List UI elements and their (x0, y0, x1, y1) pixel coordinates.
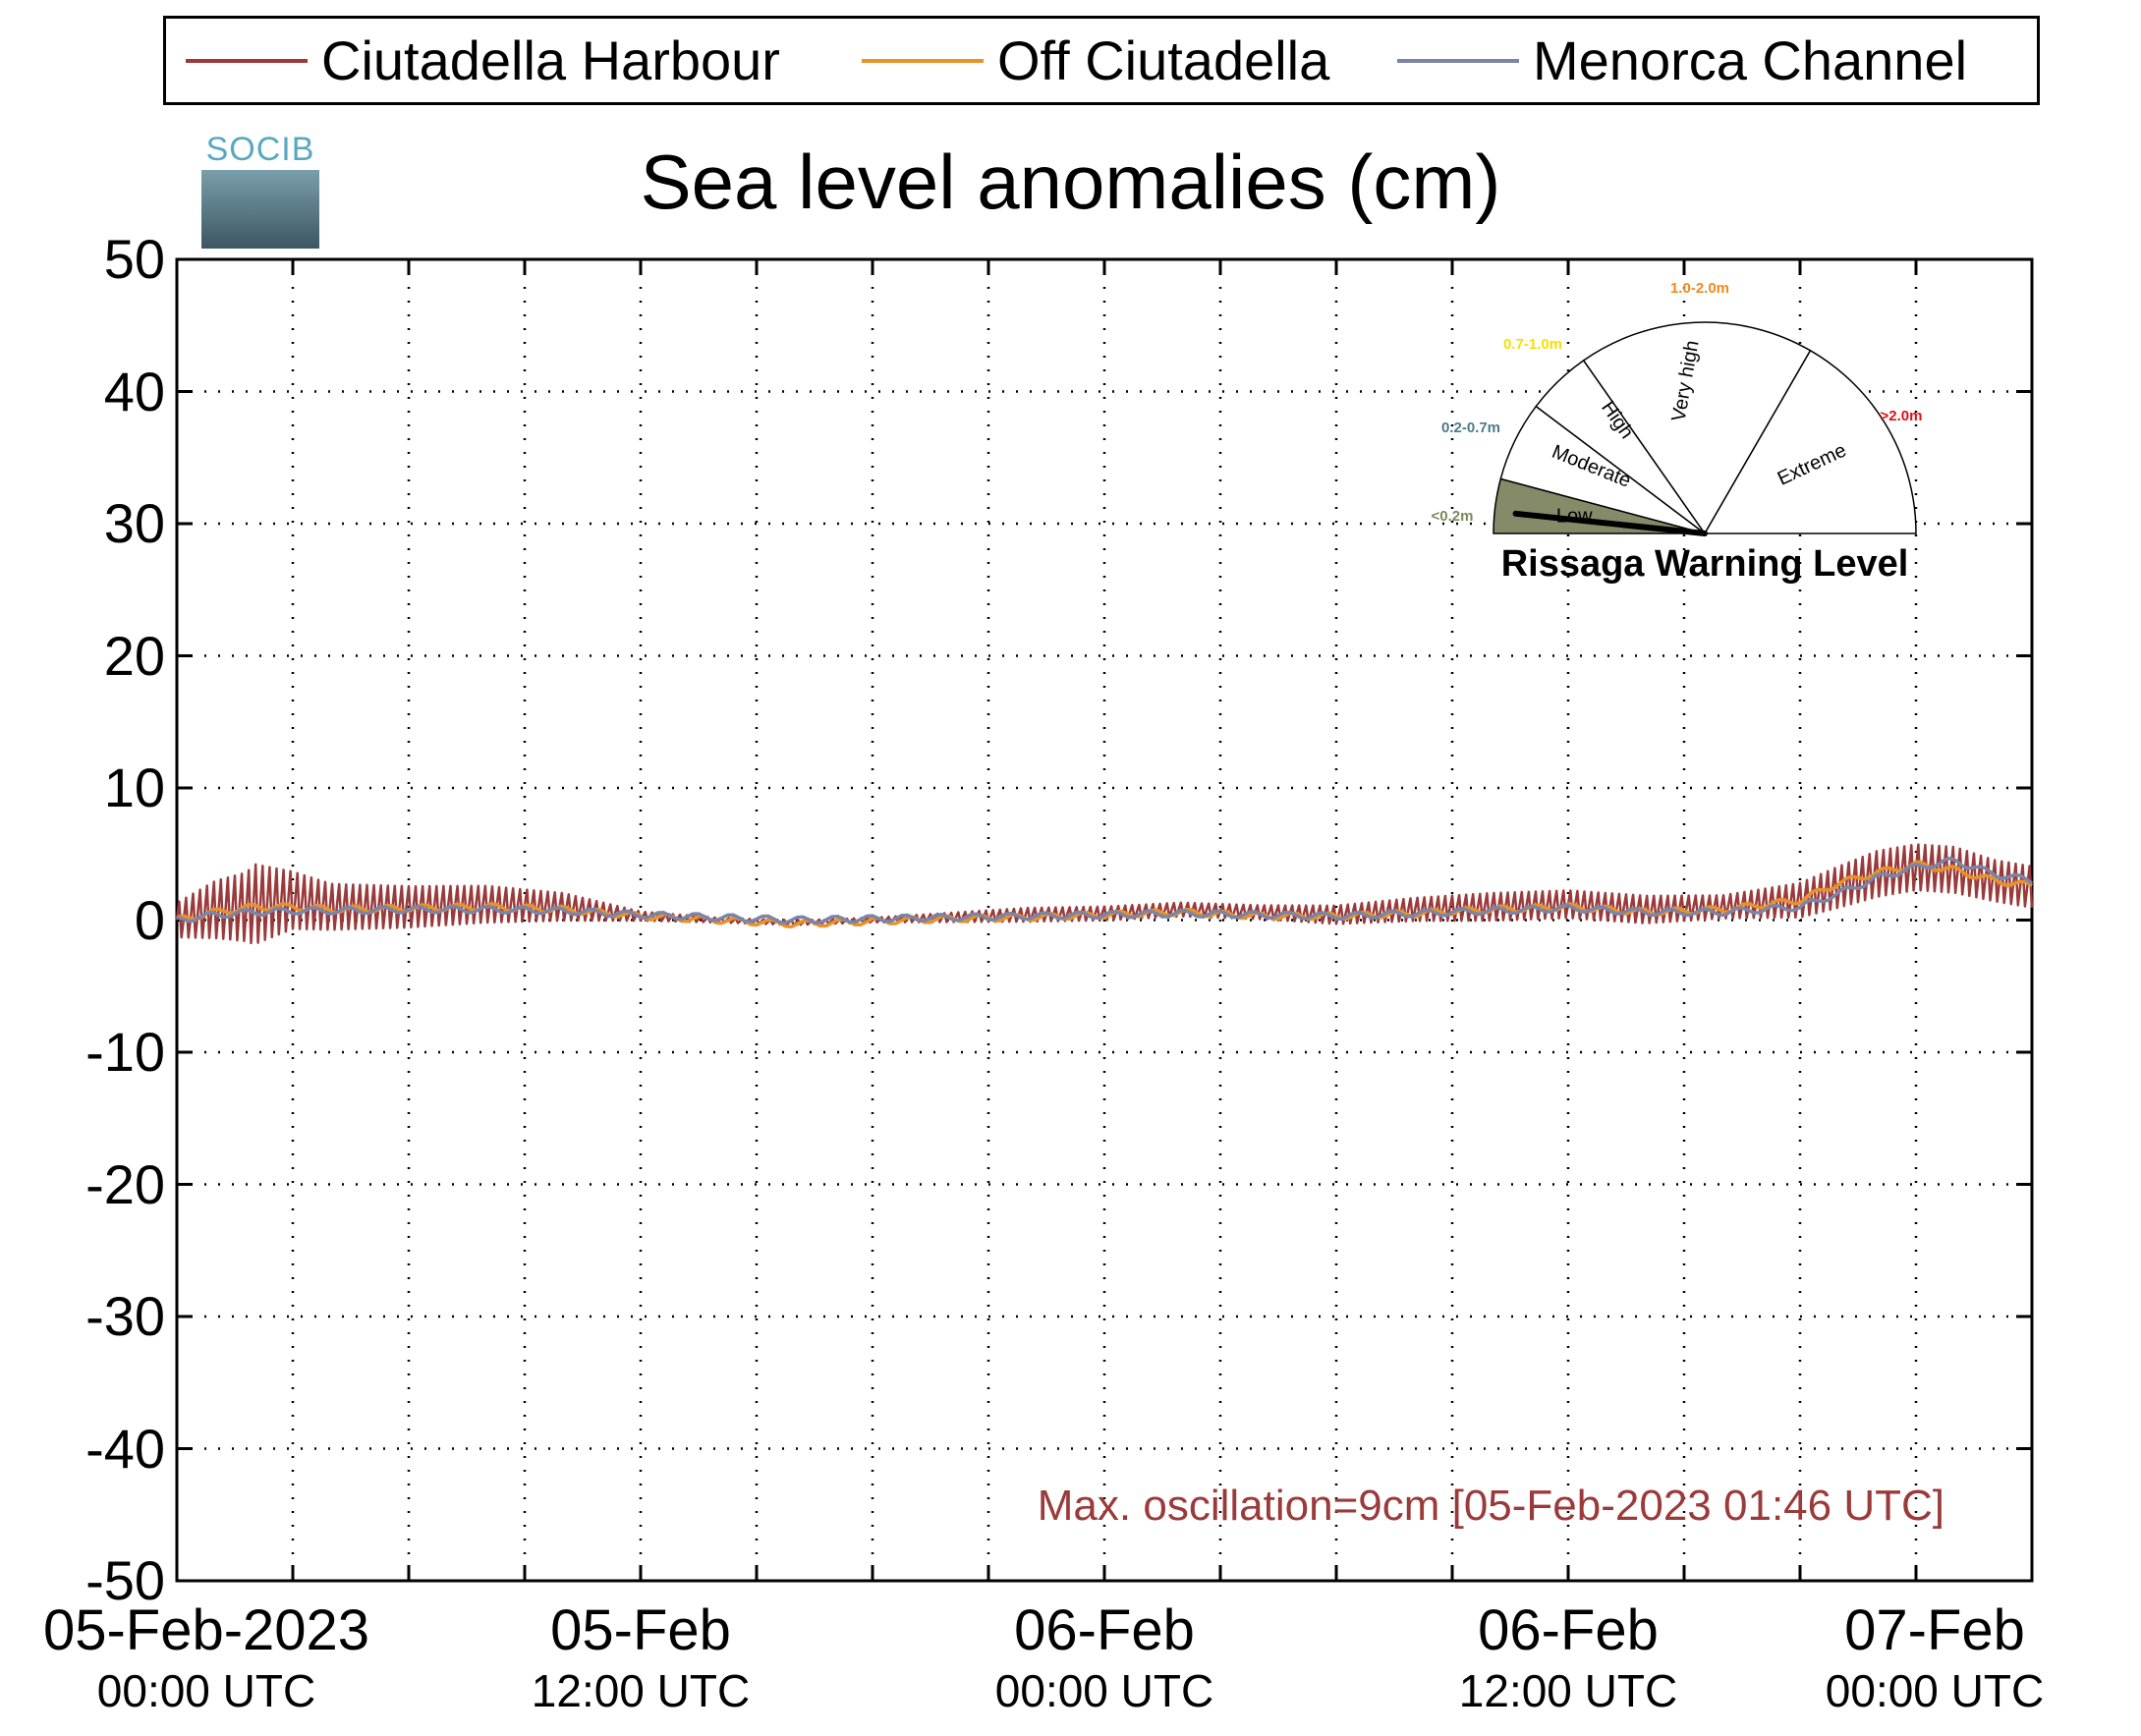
y-tick-label: -30 (85, 1285, 165, 1347)
x-tick-time: 12:00 UTC (1458, 1665, 1678, 1716)
legend-label-menorca-channel: Menorca Channel (1533, 29, 1968, 91)
x-tick-label: 06-Feb 00:00 UTC (898, 1598, 1311, 1718)
gauge-range-label: 0.2-0.7m (1441, 420, 1500, 436)
x-tick-date: 07-Feb (1844, 1598, 2025, 1662)
gauge-range-label: 1.0-2.0m (1670, 280, 1729, 297)
x-tick-time: 00:00 UTC (1825, 1665, 2045, 1716)
gauge-needle (1512, 510, 1708, 536)
gauge-range-label: 0.7-1.0m (1503, 336, 1562, 353)
x-tick-time: 00:00 UTC (994, 1665, 1214, 1716)
chart-title: Sea level anomalies (cm) (640, 139, 1501, 225)
x-tick-label: 05-Feb 12:00 UTC (434, 1598, 847, 1718)
y-tick-label: -10 (85, 1021, 165, 1083)
y-tick-label: 20 (103, 624, 165, 687)
logo-graphic (201, 170, 319, 249)
y-tick-label: -50 (85, 1549, 165, 1611)
series-line-menorca-channel (176, 856, 2033, 924)
x-tick-label: 06-Feb 12:00 UTC (1362, 1598, 1775, 1718)
max-oscillation-annotation: Max. oscillation=9cm [05-Feb-2023 01:46 … (1037, 1482, 1944, 1530)
legend-swatch-menorca-channel (1397, 58, 1519, 63)
y-tick-label: 0 (134, 888, 165, 951)
legend: Ciutadella Harbour Off Ciutadella Menorc… (163, 16, 2040, 105)
x-tick-date: 05-Feb-2023 (42, 1598, 370, 1662)
gauge-sector-very-high (1582, 321, 1812, 535)
legend-label-off-ciutadella: Off Ciutadella (997, 29, 1330, 91)
logo-text: SOCIB (205, 131, 315, 168)
legend-item-menorca-channel: Menorca Channel (1397, 19, 1967, 102)
series-line-ciutadella-harbour (175, 843, 2034, 945)
gauge-title: Rissaga Warning Level (1500, 543, 1909, 585)
gauge-sector-extreme (1703, 349, 1917, 534)
x-tick-time: 00:00 UTC (96, 1665, 316, 1716)
y-tick-label: -40 (85, 1417, 165, 1480)
x-tick-date: 05-Feb (550, 1598, 731, 1662)
y-tick-label: 50 (103, 228, 165, 290)
y-tick-label: 10 (103, 756, 165, 818)
legend-swatch-off-ciutadella (862, 58, 984, 63)
gauge-range-label: <0.2m (1432, 508, 1474, 525)
y-tick-label: 40 (103, 360, 165, 422)
x-tick-label: 07-Feb 00:00 UTC (1728, 1598, 2141, 1718)
x-tick-time: 12:00 UTC (531, 1665, 751, 1716)
legend-item-off-ciutadella: Off Ciutadella (862, 19, 1329, 102)
y-tick-label: 30 (103, 492, 165, 554)
legend-label-ciutadella-harbour: Ciutadella Harbour (321, 29, 780, 91)
gauge-range-label: >2.0m (1881, 408, 1923, 424)
socib-logo: SOCIB (201, 131, 319, 249)
y-tick-label: -20 (85, 1152, 165, 1215)
x-tick-date: 06-Feb (1014, 1598, 1195, 1662)
legend-item-ciutadella-harbour: Ciutadella Harbour (186, 19, 780, 102)
legend-swatch-ciutadella-harbour (186, 58, 308, 63)
x-tick-label: 05-Feb-2023 00:00 UTC (0, 1598, 413, 1718)
x-tick-date: 06-Feb (1478, 1598, 1659, 1662)
